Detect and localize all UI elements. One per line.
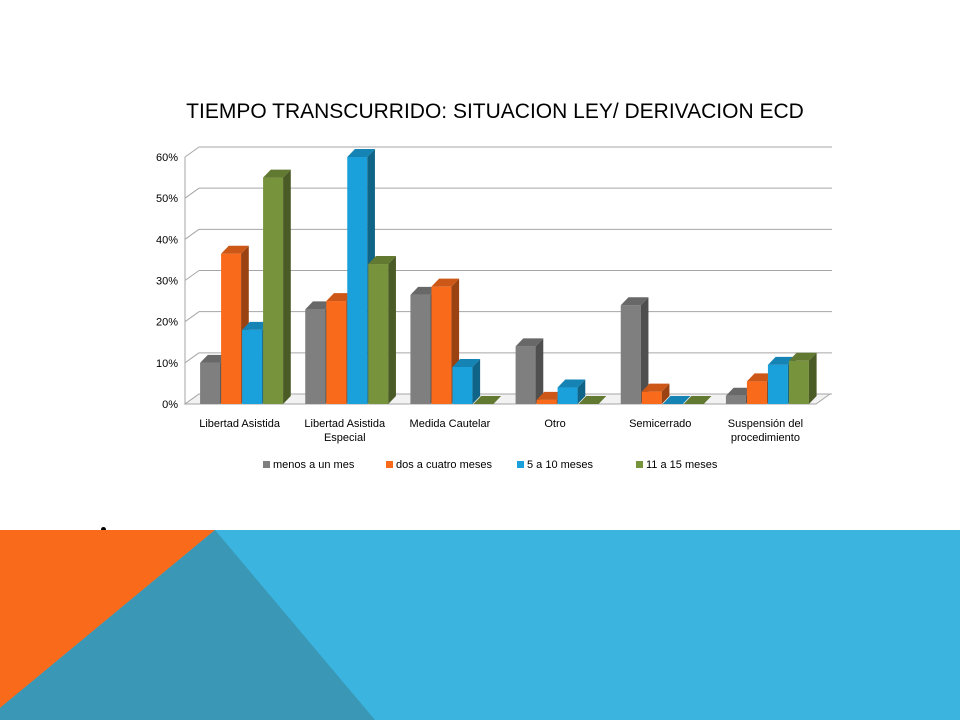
legend-label: menos a un mes xyxy=(273,459,355,471)
gridline-side xyxy=(184,187,200,199)
legend-swatch xyxy=(263,461,270,468)
x-tick-label: procedimiento xyxy=(731,432,800,444)
bar xyxy=(200,362,221,404)
bar-side xyxy=(577,379,586,404)
bar-top xyxy=(242,321,270,330)
x-tick-label: Libertad Asistida xyxy=(199,418,281,430)
bar-top xyxy=(620,297,649,306)
bar xyxy=(746,381,767,404)
bar xyxy=(242,329,263,404)
bar xyxy=(641,391,662,404)
bar-top xyxy=(410,286,439,295)
bar-top xyxy=(683,396,712,404)
bar-top xyxy=(515,338,544,347)
bar-top xyxy=(536,391,565,400)
bar xyxy=(452,366,473,404)
gridline-side xyxy=(184,311,200,323)
bar-top xyxy=(305,301,333,310)
bar xyxy=(788,360,809,404)
bar xyxy=(767,364,788,404)
legend-label: 5 a 10 meses xyxy=(527,459,594,471)
legend-swatch xyxy=(386,461,393,468)
y-tick-label: 20% xyxy=(156,317,178,329)
decorative-band xyxy=(0,530,960,720)
bar-side xyxy=(535,338,544,404)
bar-top xyxy=(452,358,481,367)
bar-top xyxy=(473,396,502,404)
bar-side xyxy=(472,358,481,404)
bar-side xyxy=(808,352,817,404)
bar xyxy=(431,286,452,404)
x-tick-label: Otro xyxy=(544,418,565,430)
bar xyxy=(515,346,536,404)
y-tick-label: 10% xyxy=(156,358,178,370)
bar-top xyxy=(347,149,375,157)
bar-side xyxy=(283,169,291,404)
bar xyxy=(620,305,641,404)
x-tick-label: Libertad Asistida xyxy=(304,418,386,430)
bar xyxy=(305,309,326,404)
bar xyxy=(347,157,368,404)
bar-top xyxy=(662,396,691,404)
legend-swatch xyxy=(517,461,524,468)
bar-side xyxy=(640,297,649,404)
bar-top xyxy=(788,352,817,361)
x-tick-label: Medida Cautelar xyxy=(410,418,491,430)
bar-side xyxy=(388,256,396,404)
gridline-side xyxy=(184,146,200,158)
y-tick-label: 0% xyxy=(162,399,178,411)
band-overlap xyxy=(0,530,375,720)
bar-top xyxy=(263,169,291,178)
bar xyxy=(221,253,242,404)
bar-top xyxy=(578,396,607,404)
y-tick-label: 40% xyxy=(156,234,178,246)
bar-top xyxy=(368,256,396,265)
bullet-point xyxy=(101,527,106,532)
bar-top xyxy=(326,293,354,302)
legend-label: dos a cuatro meses xyxy=(396,459,492,471)
y-tick-label: 60% xyxy=(156,152,178,164)
bar-top xyxy=(641,383,670,392)
bar-top xyxy=(200,354,228,363)
bar xyxy=(557,387,578,404)
y-tick-label: 50% xyxy=(156,193,178,205)
legend-label: 11 a 15 meses xyxy=(646,459,718,471)
bar xyxy=(725,395,746,404)
gridline-side xyxy=(184,228,200,240)
bar xyxy=(368,264,389,404)
bar-top xyxy=(557,379,586,388)
bar-top xyxy=(725,387,754,396)
bar xyxy=(536,399,557,404)
chart-title: TIEMPO TRANSCURRIDO: SITUACION LEY/ DERI… xyxy=(186,100,804,123)
chart: 0% 10% 20% 30% 40% 50% 60% Libertad Asistida Lib… xyxy=(156,146,832,471)
bar-top xyxy=(767,356,796,365)
bar-top xyxy=(221,245,249,254)
x-tick-label: Suspensión del xyxy=(728,418,803,430)
bar xyxy=(410,294,431,404)
bar xyxy=(263,177,284,404)
bar-top xyxy=(431,278,460,287)
gridline-side xyxy=(184,352,200,364)
legend-swatch xyxy=(636,461,643,468)
gridline-side xyxy=(184,270,200,281)
x-tick-label: Semicerrado xyxy=(629,418,691,430)
x-tick-label: Especial xyxy=(324,432,366,444)
bar-side xyxy=(661,383,670,404)
y-tick-label: 30% xyxy=(156,276,178,288)
bar-top xyxy=(746,373,775,382)
bar xyxy=(326,301,347,404)
